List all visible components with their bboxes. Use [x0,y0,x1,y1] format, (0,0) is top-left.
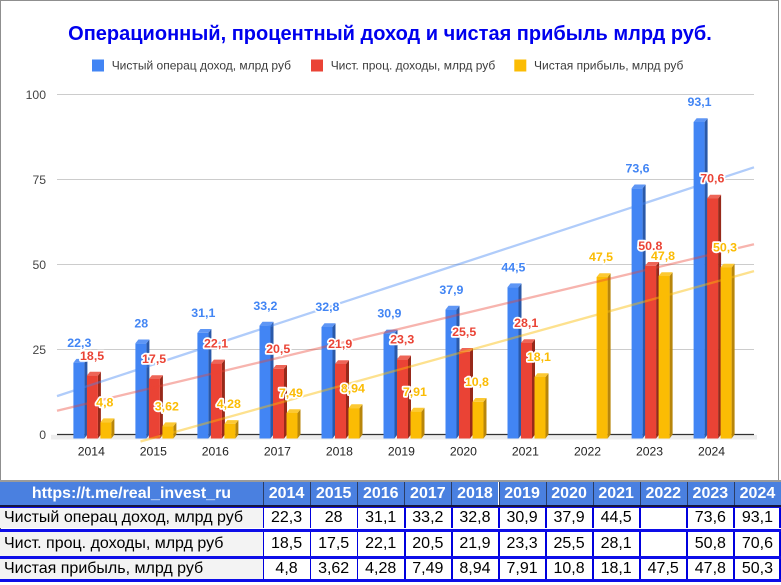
svg-text:2018: 2018 [326,445,353,459]
svg-text:93,1: 93,1 [687,95,711,109]
svg-text:28: 28 [134,317,148,331]
svg-text:10,8: 10,8 [465,375,489,389]
svg-text:2021: 2021 [512,445,539,459]
svg-text:22,3: 22,3 [67,336,91,350]
svg-text:4,28: 4,28 [217,397,241,411]
svg-text:2024: 2024 [698,445,725,459]
svg-text:73,6: 73,6 [625,162,649,176]
svg-text:3,62: 3,62 [155,399,179,413]
svg-text:Операционный, процентный доход: Операционный, процентный доход и чистая … [68,23,712,45]
svg-text:31,1: 31,1 [191,306,215,320]
svg-text:4,8: 4,8 [96,395,113,409]
svg-text:37,9: 37,9 [439,283,463,297]
svg-text:32,8: 32,8 [315,300,339,314]
svg-text:2022: 2022 [574,445,601,459]
svg-text:2015: 2015 [140,445,167,459]
svg-text:33,2: 33,2 [253,299,277,313]
svg-text:44,5: 44,5 [501,260,525,274]
svg-text:8,94: 8,94 [341,381,365,395]
svg-text:2016: 2016 [202,445,229,459]
svg-text:23,3: 23,3 [390,333,414,347]
svg-text:25: 25 [32,343,46,357]
svg-text:20,5: 20,5 [266,342,290,356]
svg-text:47,5: 47,5 [589,250,613,264]
svg-text:7,91: 7,91 [403,385,427,399]
svg-text:70,6: 70,6 [700,172,724,186]
svg-text:50: 50 [32,258,46,272]
svg-text:2020: 2020 [450,445,477,459]
svg-text:75: 75 [32,173,46,187]
svg-text:25,5: 25,5 [452,325,476,339]
svg-text:28,1: 28,1 [514,316,538,330]
svg-text:50,8: 50,8 [638,239,662,253]
svg-text:18,5: 18,5 [80,349,104,363]
svg-text:100: 100 [26,88,47,102]
svg-text:2014: 2014 [78,445,105,459]
svg-text:30,9: 30,9 [377,307,401,321]
svg-text:21,9: 21,9 [328,337,352,351]
svg-text:22,1: 22,1 [204,337,228,351]
svg-text:50,3: 50,3 [713,241,737,255]
svg-text:7,49: 7,49 [279,386,303,400]
svg-text:0: 0 [39,428,46,442]
svg-text:18,1: 18,1 [527,350,551,364]
svg-text:17,5: 17,5 [142,352,166,366]
svg-text:Чист. проц. доходы, млрд руб: Чист. проц. доходы, млрд руб [331,59,496,73]
svg-text:2019: 2019 [388,445,415,459]
svg-text:2023: 2023 [636,445,663,459]
svg-text:2017: 2017 [264,445,291,459]
svg-text:47,8: 47,8 [651,249,675,263]
svg-text:Чистая прибыль, млрд руб: Чистая прибыль, млрд руб [534,59,684,73]
svg-text:Чистый операц доход, млрд руб: Чистый операц доход, млрд руб [112,59,291,73]
